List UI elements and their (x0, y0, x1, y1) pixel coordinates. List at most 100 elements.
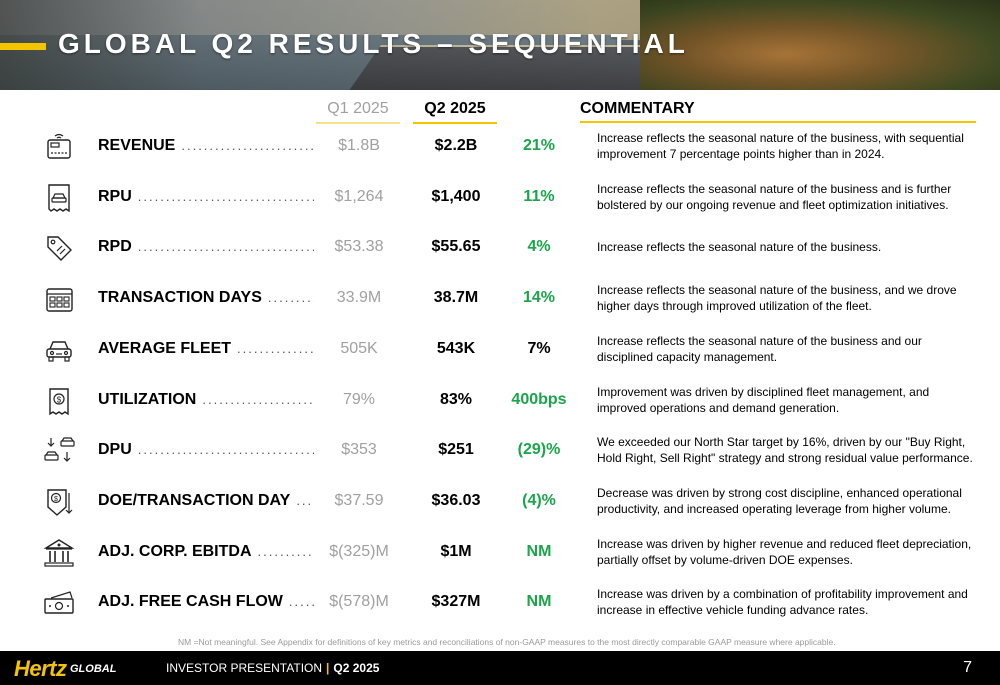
metric-label-text: DPU (98, 441, 132, 459)
metric-row: $ UTILIZATION............................… (0, 378, 1000, 428)
metric-q2-value: $327M (431, 593, 481, 611)
column-header-q2: Q2 2025 (413, 100, 497, 124)
metric-q2-value: $55.65 (431, 238, 481, 256)
metric-q2-value: $2.2B (434, 137, 478, 154)
metric-q1-value: $(578)M (329, 593, 389, 611)
footer-quarter: Q2 2025 (333, 661, 380, 675)
metric-q2-value: $36.03 (431, 491, 481, 509)
leader-dots: ........................................… (267, 290, 314, 306)
page-title: GLOBAL Q2 RESULTS – SEQUENTIAL (58, 28, 689, 59)
car-icon (42, 333, 76, 367)
metric-change: 14% (522, 289, 556, 307)
metric-q1-value: $53.38 (334, 238, 384, 256)
metric-label-text: ADJ. CORP. EBITDA (98, 542, 252, 560)
metric-row: RPU.....................................… (0, 175, 1000, 225)
title-accent-bar (0, 43, 46, 50)
banner-hillside (640, 0, 1000, 90)
leader-dots: ........................................… (137, 188, 314, 204)
metric-q1-value: 79% (342, 390, 376, 408)
leader-dots: ........................................… (137, 239, 314, 255)
footer-bar: Hertz GLOBAL INVESTOR PRESENTATION | Q2 20… (0, 651, 1000, 685)
metric-q2-value: $1,400 (431, 187, 481, 205)
leader-dots: ........................................… (296, 492, 314, 508)
svg-text:$: $ (54, 496, 58, 503)
metric-label: RPU.....................................… (98, 188, 314, 206)
metric-change: (4)% (522, 491, 556, 509)
metric-commentary: Increase reflects the seasonal nature of… (597, 240, 882, 255)
metric-label-text: DOE/TRANSACTION DAY (98, 491, 291, 509)
metric-q2-value: $251 (438, 441, 474, 459)
metric-change: 21% (522, 137, 556, 154)
metric-q2-value: $1M (440, 542, 472, 560)
metric-label-text: RPD (98, 238, 132, 256)
price-tag-icon (42, 231, 76, 265)
metric-change: (29)% (517, 441, 561, 459)
metric-row: ADJ. CORP. EBITDA.......................… (0, 530, 1000, 580)
metric-commentary: Increase reflects the seasonal nature of… (597, 181, 952, 212)
metric-row: $ DOE/TRANSACTION DAY....................… (0, 479, 1000, 529)
metric-label-text: REVENUE (98, 137, 176, 154)
metric-label: ADJ. CORP. EBITDA.......................… (98, 543, 314, 561)
payment-terminal-icon (42, 130, 76, 164)
metric-label: ADJ. FREE CASH FLOW.....................… (98, 593, 314, 611)
metric-q1-value: 33.9M (336, 289, 382, 307)
metric-q1-value: $(325)M (329, 542, 389, 560)
footer-presentation: INVESTOR PRESENTATION (166, 661, 323, 675)
metric-commentary: Improvement was driven by disciplined fl… (597, 384, 930, 415)
metric-label-text: UTILIZATION (98, 390, 197, 408)
metric-q2-value: 38.7M (433, 289, 479, 307)
svg-text:$: $ (57, 395, 62, 404)
cash-icon (42, 586, 76, 620)
car-exchange-icon (42, 434, 76, 468)
footnote: NM =Not meaningful. See Appendix for def… (178, 637, 836, 647)
metric-row: REVENUE.................................… (0, 124, 1000, 174)
header-banner: GLOBAL Q2 RESULTS – SEQUENTIAL (0, 0, 1000, 90)
leader-dots: ........................................… (257, 543, 314, 559)
leader-dots: ........................................… (202, 391, 314, 407)
metric-row: DPU.....................................… (0, 428, 1000, 478)
metric-q1-value: 505K (340, 339, 378, 357)
metric-label-text: ADJ. FREE CASH FLOW (98, 593, 283, 611)
calendar-icon (42, 282, 76, 316)
metric-label-text: TRANSACTION DAYS (98, 289, 262, 307)
column-header-commentary: COMMENTARY (580, 100, 976, 123)
metric-change: NM (526, 593, 552, 611)
hertz-logo: Hertz (14, 656, 67, 681)
banner-overlay (0, 0, 1000, 90)
metric-row: AVERAGE FLEET...........................… (0, 327, 1000, 377)
leader-dots: ........................................… (137, 442, 314, 458)
metric-row: ADJ. FREE CASH FLOW.....................… (0, 580, 1000, 630)
hertz-logo-sub: GLOBAL (70, 663, 117, 675)
metric-label: REVENUE.................................… (98, 137, 314, 155)
column-header-q1: Q1 2025 (316, 100, 400, 124)
metric-commentary: Increase was driven by higher revenue an… (597, 536, 972, 567)
metric-label: UTILIZATION.............................… (98, 391, 314, 409)
leader-dots: ........................................… (288, 594, 314, 610)
metric-label-text: AVERAGE FLEET (98, 339, 232, 357)
metric-commentary: Increase reflects the seasonal nature of… (597, 283, 957, 314)
page-number: 7 (963, 659, 972, 676)
metric-row: TRANSACTION DAYS........................… (0, 276, 1000, 326)
metric-q2-value: 543K (436, 339, 476, 357)
footer-separator: | (326, 661, 330, 675)
metric-commentary: Increase was driven by a combination of … (597, 587, 968, 618)
metric-commentary: Decrease was driven by strong cost disci… (597, 485, 962, 516)
metric-q1-value: $1,264 (334, 187, 384, 205)
metric-change: NM (526, 542, 552, 560)
metric-q2-value: 83% (439, 390, 473, 408)
metric-q1-value: $353 (341, 441, 377, 459)
metric-label: DPU.....................................… (98, 441, 314, 459)
metric-row: RPD.....................................… (0, 225, 1000, 275)
metric-label: TRANSACTION DAYS........................… (98, 289, 314, 307)
footer-caption: INVESTOR PRESENTATION | Q2 2025 (166, 661, 379, 675)
metric-commentary: Increase reflects the seasonal nature of… (597, 131, 964, 161)
metric-q1-value: $37.59 (334, 491, 384, 509)
metric-change: 400bps (511, 390, 567, 408)
metric-label: AVERAGE FLEET...........................… (98, 340, 314, 358)
car-receipt-icon (42, 181, 76, 215)
metric-commentary: Increase reflects the seasonal nature of… (597, 333, 922, 364)
metric-label: RPD.....................................… (98, 238, 314, 256)
metric-label: DOE/TRANSACTION DAY.....................… (98, 492, 314, 510)
bank-icon (42, 536, 76, 570)
leader-dots: ........................................… (181, 138, 314, 153)
